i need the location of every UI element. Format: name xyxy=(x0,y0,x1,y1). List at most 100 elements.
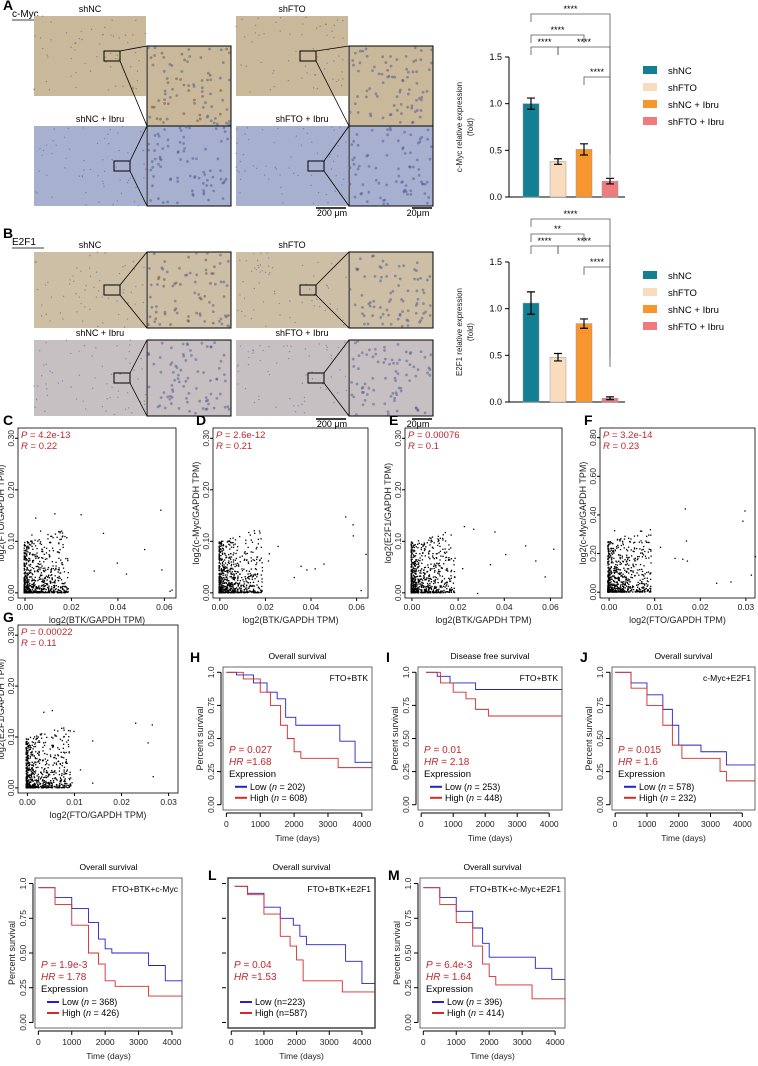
data-point xyxy=(42,742,45,744)
data-point xyxy=(42,550,44,553)
data-point xyxy=(45,547,48,550)
cell-nucleus xyxy=(236,142,238,144)
data-point xyxy=(415,589,418,591)
cell-nucleus xyxy=(297,174,299,177)
data-point xyxy=(220,549,222,551)
data-point xyxy=(25,785,28,788)
cell-nucleus xyxy=(290,345,292,348)
data-point xyxy=(413,563,415,565)
cell-nucleus xyxy=(154,317,158,321)
cell-nucleus xyxy=(162,391,166,395)
data-point xyxy=(24,541,26,544)
cell-nucleus xyxy=(182,83,186,87)
data-point xyxy=(643,588,645,591)
cell-nucleus xyxy=(336,19,339,21)
data-point xyxy=(34,757,36,759)
data-point xyxy=(638,588,641,591)
cell-nucleus xyxy=(359,257,362,261)
data-point xyxy=(30,753,32,755)
cell-nucleus xyxy=(422,302,425,305)
cell-nucleus xyxy=(89,70,92,72)
data-point xyxy=(218,579,220,581)
data-point xyxy=(615,588,617,590)
data-point xyxy=(26,753,28,755)
data-point xyxy=(233,583,236,586)
data-point xyxy=(46,753,48,756)
cell-nucleus xyxy=(235,166,237,168)
data-point xyxy=(248,531,250,534)
data-point xyxy=(47,533,49,536)
data-point xyxy=(222,540,224,542)
x-tick-label: 0.00 xyxy=(212,602,229,612)
data-point xyxy=(34,786,37,789)
cell-nucleus xyxy=(381,116,385,120)
significance-label: **** xyxy=(550,25,565,35)
data-point xyxy=(452,560,455,562)
data-point xyxy=(231,582,233,584)
data-point xyxy=(44,582,46,585)
cell-nucleus xyxy=(422,311,426,315)
significance-bracket xyxy=(530,245,559,254)
data-point xyxy=(414,576,416,578)
data-point xyxy=(412,579,414,581)
data-point xyxy=(39,542,41,545)
data-point xyxy=(53,773,55,776)
data-point xyxy=(609,571,611,574)
data-point xyxy=(417,546,419,549)
data-point xyxy=(412,584,415,586)
data-point xyxy=(293,576,295,579)
cell-nucleus xyxy=(83,169,85,171)
data-point xyxy=(439,545,441,548)
data-point xyxy=(641,580,643,583)
data-point xyxy=(222,590,224,592)
data-point xyxy=(245,539,247,541)
data-point xyxy=(420,569,422,571)
data-point xyxy=(68,785,71,787)
data-point xyxy=(219,545,221,547)
data-point xyxy=(230,573,232,575)
data-point xyxy=(67,787,69,789)
data-point xyxy=(442,585,445,587)
connector-line xyxy=(315,294,350,329)
y-tick-label: 0.75 xyxy=(206,697,216,714)
cell-nucleus xyxy=(47,281,49,284)
data-point xyxy=(544,576,546,578)
data-point xyxy=(27,785,29,787)
data-point xyxy=(421,584,423,587)
data-point xyxy=(243,590,245,592)
data-point xyxy=(25,770,27,773)
data-point xyxy=(37,779,40,781)
data-point xyxy=(65,590,67,592)
cell-nucleus xyxy=(208,73,212,77)
significance-bracket xyxy=(583,76,611,177)
data-point xyxy=(41,565,43,567)
data-point xyxy=(61,762,64,764)
data-point xyxy=(27,756,29,759)
data-point xyxy=(645,583,647,585)
data-point xyxy=(31,542,33,544)
data-point xyxy=(612,549,614,552)
x-tick-label: 0.00 xyxy=(404,602,421,612)
data-point xyxy=(218,542,220,544)
data-point xyxy=(49,774,51,776)
cell-nucleus xyxy=(135,19,137,22)
y-tick-label: 0.25 xyxy=(206,763,216,780)
cell-nucleus xyxy=(228,78,231,82)
data-point xyxy=(31,744,33,746)
y-axis-label: log2(FTO/GAPDH TPM) xyxy=(0,465,6,562)
data-point xyxy=(230,565,232,567)
data-point xyxy=(25,747,27,749)
data-point xyxy=(423,591,425,594)
cell-nucleus xyxy=(406,92,410,96)
data-point xyxy=(35,766,37,769)
data-point xyxy=(612,551,615,553)
data-point xyxy=(47,767,49,769)
data-point xyxy=(37,586,40,588)
data-point xyxy=(416,583,418,585)
data-point xyxy=(67,591,69,594)
data-point xyxy=(613,589,615,591)
data-point xyxy=(251,590,253,593)
cell-nucleus xyxy=(123,326,126,328)
data-point xyxy=(221,547,224,549)
data-point xyxy=(231,591,233,594)
